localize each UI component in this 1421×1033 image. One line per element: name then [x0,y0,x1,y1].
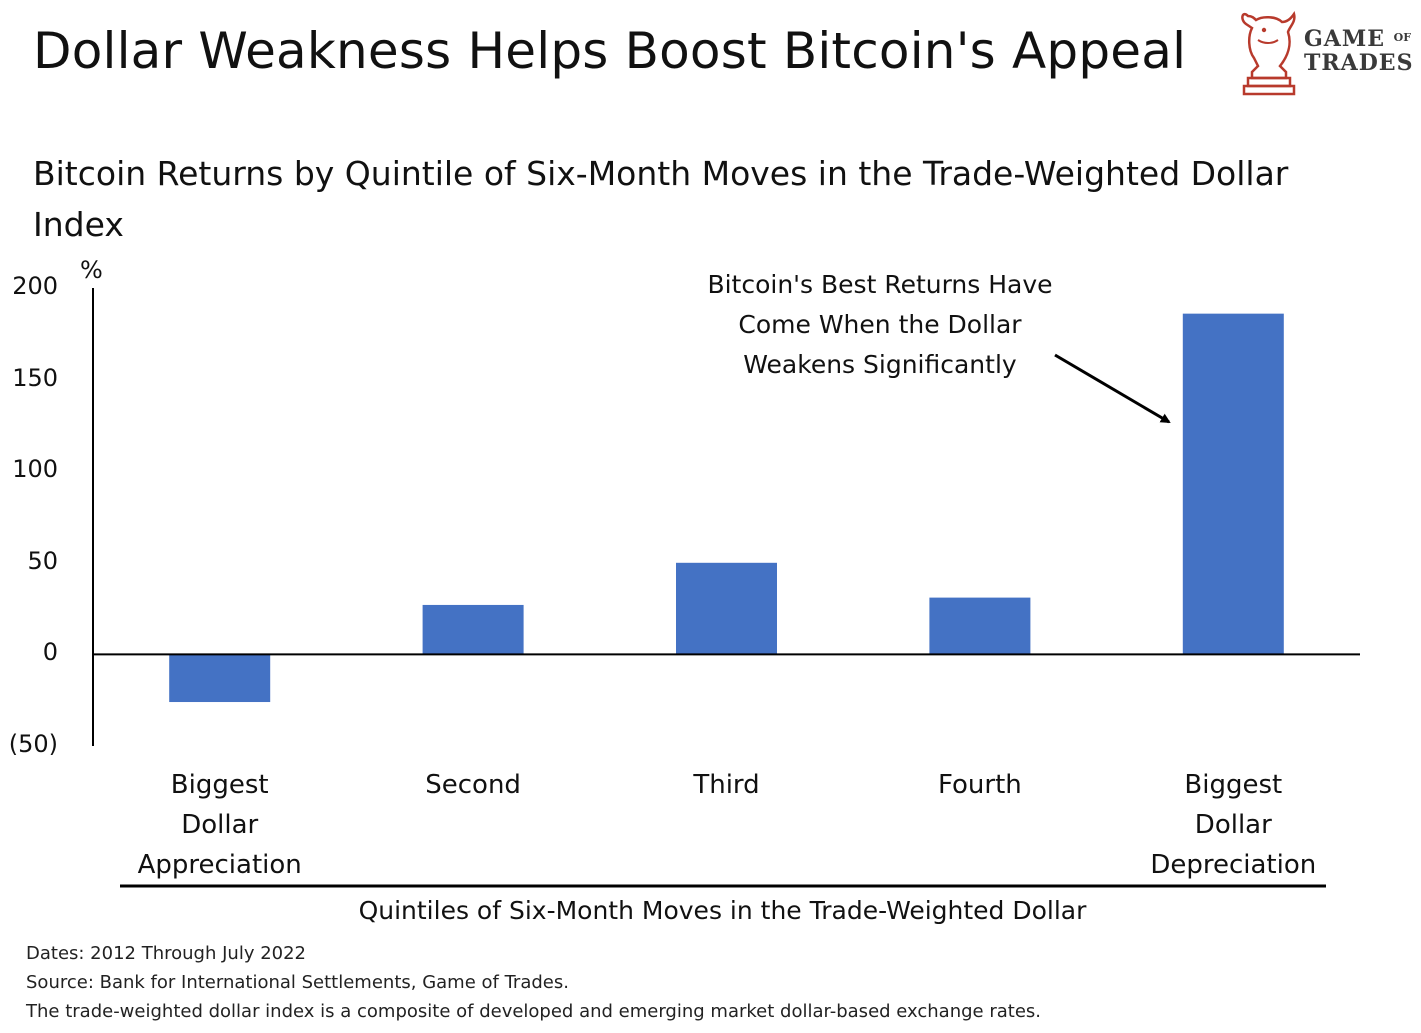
x-category-label: Third [693,770,760,800]
bar [169,654,271,703]
y-tick-label: 50 [27,546,58,575]
footnote-definition: The trade-weighted dollar index is a com… [26,1001,1042,1022]
bars-group [169,313,1284,703]
bar [676,562,777,655]
annotation-text: Bitcoin's Best Returns Have Come When th… [690,265,1070,385]
bar [1182,313,1284,655]
annotation-line: Come When the Dollar [738,310,1022,339]
annotation-arrow [1054,353,1171,424]
y-tick-label: 200 [12,272,58,300]
y-tick-label: (50) [8,730,58,758]
x-category-label: Biggest Dollar Depreciation [1150,770,1317,880]
y-tick-label: 100 [12,455,58,484]
chart-subtitle: Bitcoin Returns by Quintile of Six-Month… [33,154,1289,244]
y-tick-label: 150 [12,363,58,392]
x-category-label: Second [425,770,521,800]
bar [422,604,524,655]
chart-title: Dollar Weakness Helps Boost Bitcoin's Ap… [33,22,1187,80]
game-of-trades-logo: GAME OF TRADES [1238,6,1412,98]
y-unit-label: % [80,256,103,284]
annotation-line: Bitcoin's Best Returns Have [707,270,1053,299]
footnote-dates: Dates: 2012 Through July 2022 [26,943,307,964]
annotation-line: Weakens Significantly [743,350,1017,379]
y-tick-label: 0 [42,638,58,667]
footnote-source: Source: Bank for International Settlemen… [26,972,569,993]
bull-knight-icon [1241,10,1296,96]
logo-text: GAME OF TRADES [1304,26,1414,76]
x-axis-title: Quintiles of Six-Month Moves in the Trad… [358,896,1087,925]
x-category-label: Biggest Dollar Appreciation [137,770,302,880]
bar [929,597,1031,655]
x-category-label: Fourth [938,770,1022,800]
